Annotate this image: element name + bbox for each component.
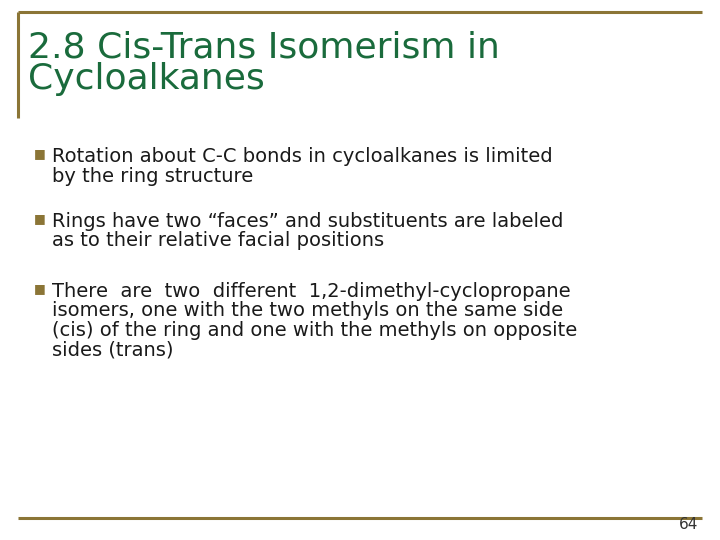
Text: Rotation about C-C bonds in cycloalkanes is limited: Rotation about C-C bonds in cycloalkanes…: [52, 147, 553, 166]
Text: isomers, one with the two methyls on the same side: isomers, one with the two methyls on the…: [52, 301, 563, 321]
Text: sides (trans): sides (trans): [52, 341, 174, 360]
Text: Cycloalkanes: Cycloalkanes: [28, 62, 265, 96]
Text: There  are  two  different  1,2-dimethyl-cyclopropane: There are two different 1,2-dimethyl-cyc…: [52, 282, 571, 301]
Text: Rings have two “faces” and substituents are labeled: Rings have two “faces” and substituents …: [52, 212, 563, 231]
Text: ■: ■: [34, 282, 46, 295]
Text: ■: ■: [34, 147, 46, 160]
Text: ■: ■: [34, 212, 46, 225]
Text: (cis) of the ring and one with the methyls on opposite: (cis) of the ring and one with the methy…: [52, 321, 577, 340]
Text: as to their relative facial positions: as to their relative facial positions: [52, 232, 384, 251]
Text: by the ring structure: by the ring structure: [52, 166, 253, 186]
Text: 64: 64: [679, 517, 698, 532]
Text: 2.8 Cis-Trans Isomerism in: 2.8 Cis-Trans Isomerism in: [28, 30, 500, 64]
